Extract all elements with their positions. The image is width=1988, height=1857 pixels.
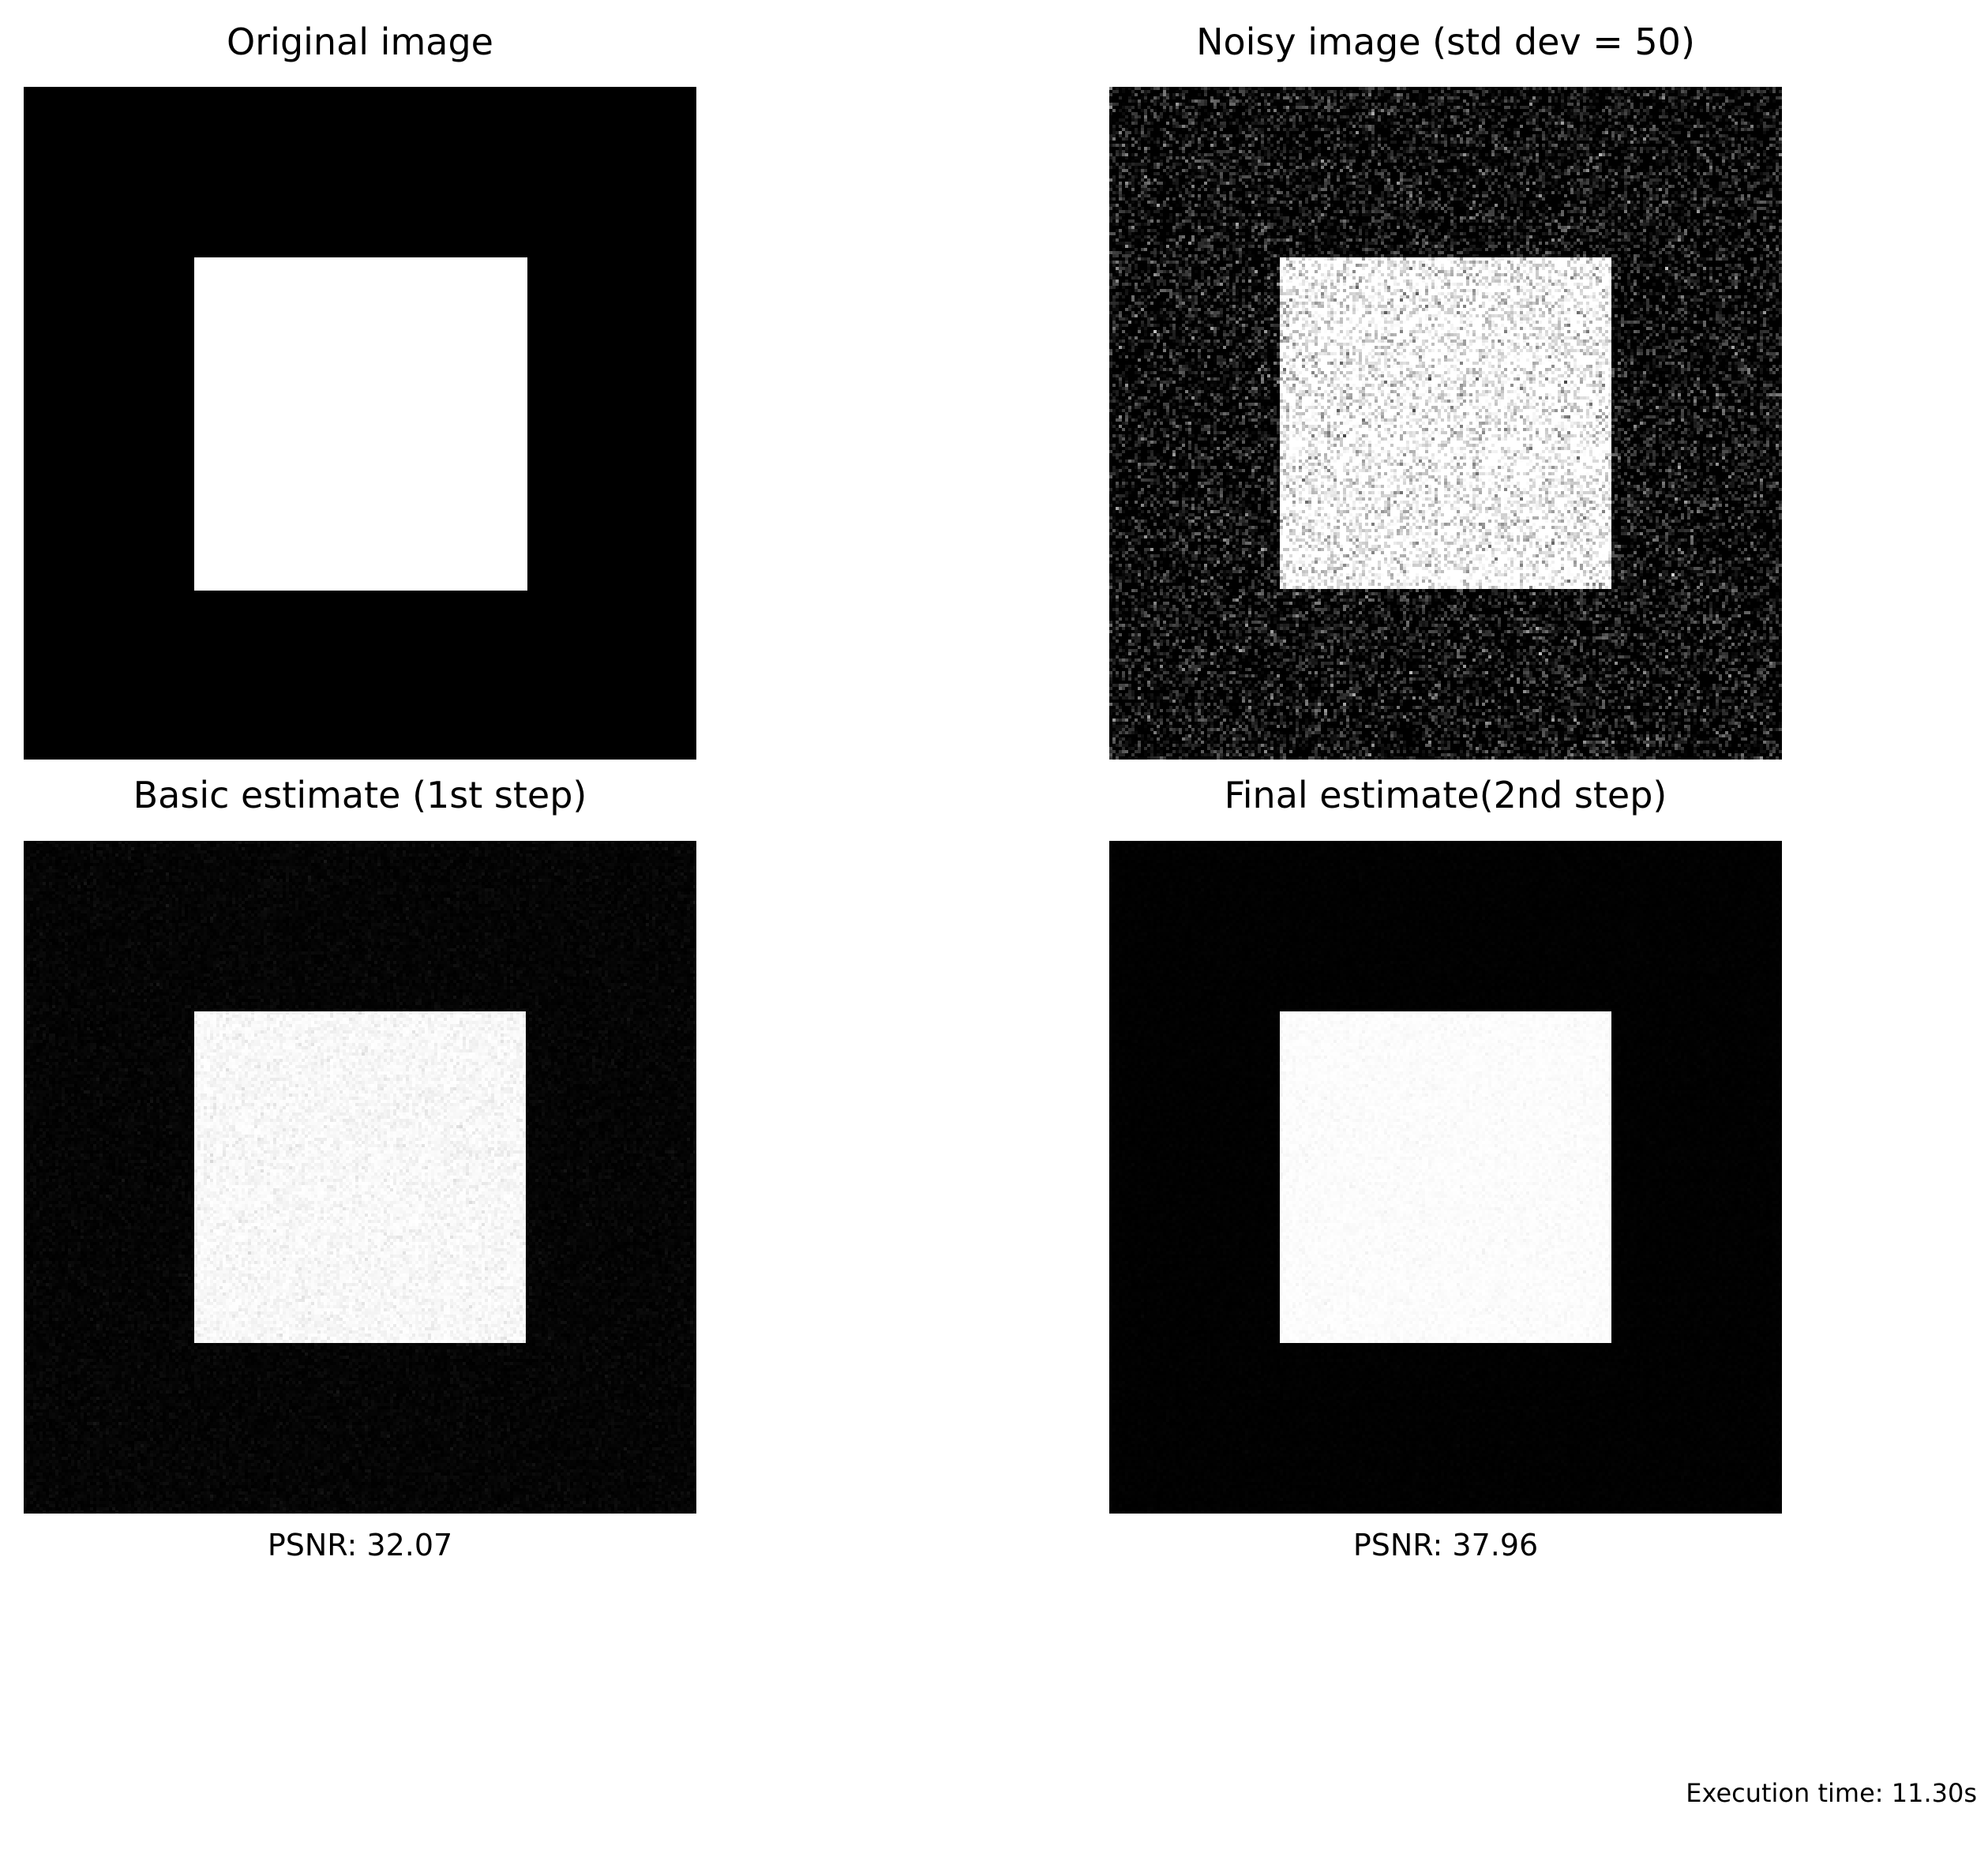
- noisy-canvas: [1109, 87, 1782, 760]
- psnr-basic: PSNR: 32.07: [267, 1528, 453, 1563]
- image-original: [24, 87, 696, 760]
- image-basic-estimate: [24, 841, 696, 1514]
- title-final-estimate: Final estimate(2nd step): [1224, 774, 1667, 816]
- white-square: [194, 257, 527, 591]
- image-final-estimate: [1109, 841, 1782, 1514]
- final-canvas: [1109, 841, 1782, 1514]
- title-basic-estimate: Basic estimate (1st step): [133, 774, 587, 816]
- title-original: Original image: [227, 21, 493, 63]
- image-noisy: [1109, 87, 1782, 760]
- execution-time: Execution time: 11.30s: [1686, 1778, 1977, 1808]
- psnr-final: PSNR: 37.96: [1352, 1528, 1539, 1563]
- basic-canvas: [24, 841, 696, 1514]
- title-noisy: Noisy image (std dev = 50): [1196, 21, 1695, 63]
